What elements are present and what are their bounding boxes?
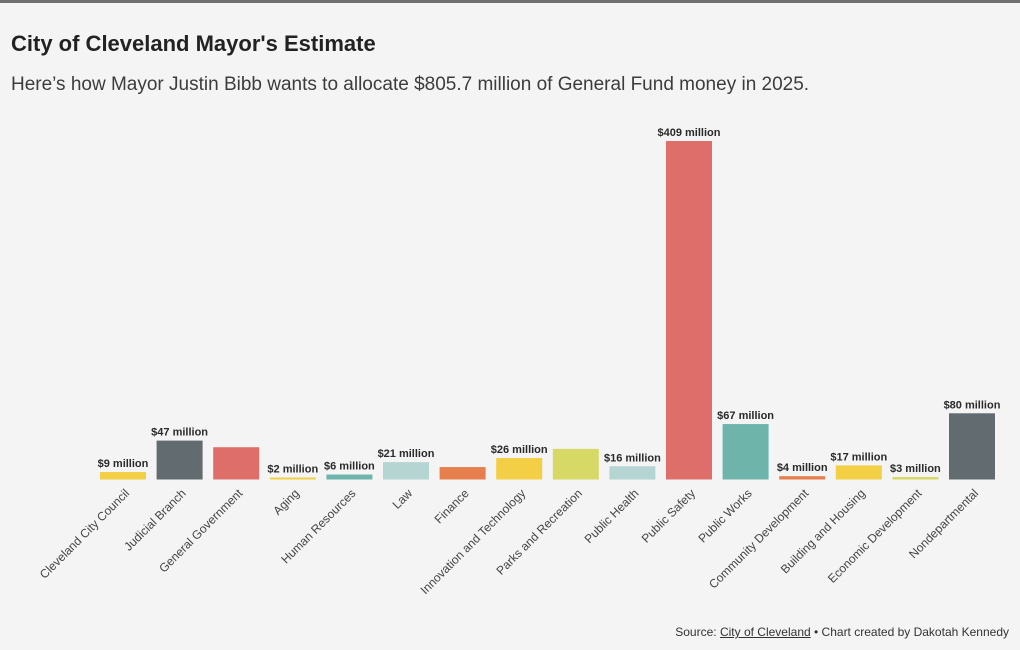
bar-11[interactable] bbox=[722, 424, 769, 480]
bar-5[interactable] bbox=[383, 462, 429, 480]
value-label-3: $2 million bbox=[267, 464, 318, 476]
bar-2[interactable] bbox=[213, 447, 260, 480]
value-label-13: $17 million bbox=[830, 451, 887, 463]
category-label-7: Innovation and Technology bbox=[418, 486, 529, 597]
bar-10[interactable] bbox=[666, 141, 712, 480]
value-label-0: $9 million bbox=[98, 458, 149, 470]
value-label-15: $80 million bbox=[944, 399, 1001, 411]
source-prefix: Source: bbox=[675, 625, 717, 639]
bar-8[interactable] bbox=[552, 448, 599, 480]
category-label-11: Public Works bbox=[695, 486, 754, 545]
value-label-1: $47 million bbox=[151, 427, 208, 439]
source-credit: Source: City of Cleveland • Chart create… bbox=[675, 625, 1009, 639]
bar-13[interactable] bbox=[835, 465, 882, 480]
category-label-10: Public Safety bbox=[639, 486, 698, 545]
bar-4[interactable] bbox=[326, 474, 373, 480]
bar-7[interactable] bbox=[496, 457, 543, 480]
category-label-9: Public Health bbox=[582, 486, 642, 546]
value-label-14: $3 million bbox=[890, 463, 941, 475]
category-label-6: Finance bbox=[432, 486, 472, 526]
category-label-12: Community Development bbox=[706, 486, 812, 592]
value-label-4: $6 million bbox=[324, 461, 375, 473]
category-label-0: Cleveland City Council bbox=[37, 486, 132, 581]
source-suffix: • Chart created by Dakotah Kennedy bbox=[814, 625, 1009, 639]
category-label-3: Aging bbox=[270, 486, 302, 518]
bar-9[interactable] bbox=[609, 466, 656, 480]
top-border bbox=[0, 0, 1020, 3]
category-label-5: Law bbox=[390, 486, 416, 512]
category-label-14: Economic Development bbox=[825, 486, 925, 586]
value-label-11: $67 million bbox=[717, 410, 774, 422]
bar-1[interactable] bbox=[156, 440, 203, 480]
value-label-7: $26 million bbox=[491, 444, 548, 456]
bar-15[interactable] bbox=[949, 413, 995, 480]
bar-6[interactable] bbox=[439, 467, 486, 480]
value-label-12: $4 million bbox=[777, 462, 828, 474]
value-label-10: $409 million bbox=[658, 127, 721, 139]
value-label-9: $16 million bbox=[604, 452, 661, 464]
bar-3[interactable] bbox=[269, 477, 316, 480]
value-label-5: $21 million bbox=[378, 448, 435, 460]
bar-12[interactable] bbox=[779, 476, 826, 480]
bar-0[interactable] bbox=[100, 472, 146, 480]
chart-subtitle: Here’s how Mayor Justin Bibb wants to al… bbox=[11, 74, 810, 95]
source-link[interactable]: City of Cleveland bbox=[719, 625, 811, 639]
chart-title: City of Cleveland Mayor's Estimate bbox=[11, 31, 376, 56]
bar-14[interactable] bbox=[892, 477, 939, 480]
